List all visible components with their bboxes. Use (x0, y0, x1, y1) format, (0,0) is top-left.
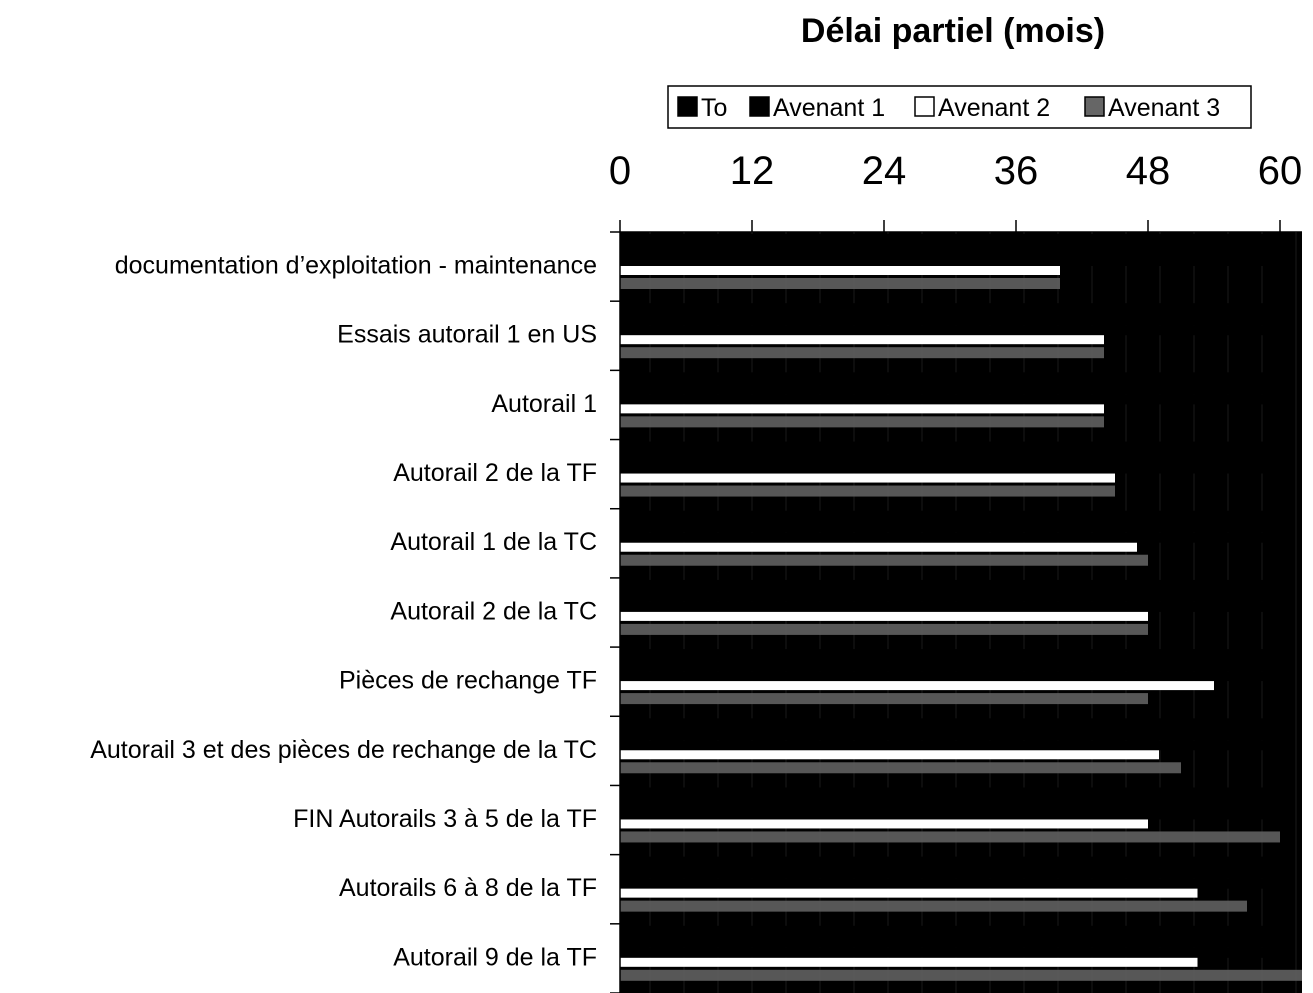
legend-label-to: To (701, 94, 727, 122)
bar-avenant-3 (620, 762, 1181, 774)
bar-to (620, 441, 1280, 464)
x-axis: 0 12 24 36 48 60 (609, 149, 1303, 233)
bar-avenant-1 (620, 878, 1280, 889)
bar-avenant-3 (620, 969, 1302, 981)
bar-avenant-1 (620, 601, 1280, 612)
bar-to (620, 303, 1280, 326)
bar-avenant-1 (620, 740, 1280, 751)
bar-avenant-3 (620, 831, 1280, 843)
bar-avenant-2 (620, 335, 1104, 345)
chart-title: Délai partiel (mois) (801, 12, 1105, 50)
bar-avenant-3 (620, 693, 1148, 705)
bar-avenant-2 (620, 266, 1060, 275)
bar-to (620, 718, 1280, 741)
bar-avenant-2 (620, 611, 1148, 621)
legend-swatch-avenant-1 (749, 96, 770, 117)
legend-label-avenant-1: Avenant 1 (773, 94, 885, 122)
bar-avenant-1 (620, 256, 1280, 266)
bar-avenant-3 (620, 554, 1148, 566)
category-label: Pièces de rechange TF (339, 667, 597, 695)
bar-to (620, 787, 1280, 810)
bar-to (620, 856, 1280, 879)
y-axis: documentation d’exploitation - maintenan… (90, 231, 621, 993)
x-tick-label: 48 (1126, 149, 1171, 193)
x-tick-label: 60 (1258, 149, 1303, 193)
legend: To Avenant 1 Avenant 2 Avenant 3 (667, 85, 1252, 129)
category-label: Autorail 3 et des pièces de rechange de … (90, 736, 597, 764)
bar-avenant-3 (620, 623, 1148, 635)
category-label: documentation d’exploitation - maintenan… (115, 252, 597, 280)
bar-avenant-2 (620, 542, 1137, 552)
category-label: Essais autorail 1 en US (337, 321, 597, 349)
bar-to (620, 510, 1280, 533)
bar-avenant-2 (620, 957, 1198, 967)
bar-to (620, 234, 1280, 256)
x-tick-label: 24 (862, 149, 907, 193)
bar-avenant-1 (620, 947, 1280, 958)
legend-label-avenant-2: Avenant 2 (938, 94, 1050, 122)
bar-avenant-3 (620, 347, 1104, 359)
bar-avenant-2 (620, 681, 1214, 691)
bar-to (620, 579, 1280, 602)
bar-avenant-2 (620, 888, 1198, 898)
legend-swatch-avenant-3 (1084, 96, 1105, 117)
category-label: Autorail 2 de la TF (393, 459, 597, 487)
legend-swatch-avenant-2 (914, 96, 935, 117)
bar-avenant-1 (620, 671, 1280, 682)
category-label: FIN Autorails 3 à 5 de la TF (293, 805, 597, 833)
bar-avenant-1 (620, 809, 1280, 820)
bar-avenant-3 (620, 416, 1104, 428)
bar-to (620, 372, 1280, 395)
bar-avenant-1 (620, 463, 1280, 474)
x-tick-label: 36 (994, 149, 1039, 193)
bar-to (620, 649, 1280, 672)
category-label: Autorail 9 de la TF (393, 943, 597, 971)
plot-area (620, 232, 1302, 993)
bar-avenant-3 (620, 278, 1060, 289)
bar-avenant-2 (620, 750, 1159, 760)
bar-avenant-3 (620, 900, 1247, 912)
bar-avenant-3 (620, 485, 1115, 497)
x-tick-label: 12 (730, 149, 775, 193)
bar-avenant-2 (620, 404, 1104, 414)
bar-avenant-2 (620, 819, 1148, 829)
bar-avenant-1 (620, 325, 1280, 336)
legend-swatch-to (677, 96, 698, 117)
bar-avenant-1 (620, 532, 1280, 543)
category-label: Autorail 1 (491, 390, 597, 418)
category-label: Autorail 2 de la TC (390, 597, 597, 625)
x-tick-label: 0 (609, 149, 631, 193)
legend-label-avenant-3: Avenant 3 (1108, 94, 1220, 122)
bar-avenant-1 (620, 394, 1280, 405)
bar-to (620, 925, 1280, 948)
category-label: Autorails 6 à 8 de la TF (339, 874, 597, 902)
category-label: Autorail 1 de la TC (390, 528, 597, 556)
bar-avenant-2 (620, 473, 1115, 483)
